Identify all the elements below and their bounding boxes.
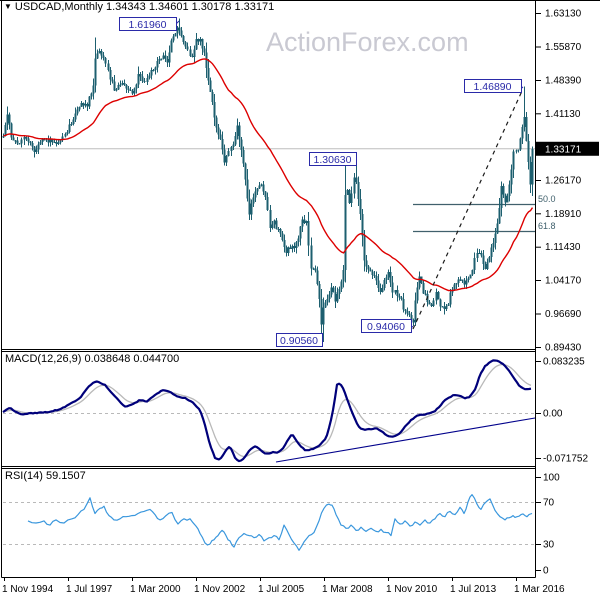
rsi-axis-label: 30 xyxy=(543,540,555,551)
watermark: ActionForex.com xyxy=(266,27,469,57)
price-label-callout[interactable] xyxy=(119,17,177,31)
projection-trendline[interactable] xyxy=(412,90,523,330)
time-axis-label: 1 Nov 2002 xyxy=(194,584,246,595)
price-axis-label: 1.41130 xyxy=(545,109,581,120)
price-axis-label: 1.04170 xyxy=(545,276,582,287)
price-axis-label: 1.26170 xyxy=(545,176,582,187)
macd-main-line xyxy=(2,359,532,463)
price-label-callout-text: 0.90560 xyxy=(280,335,318,347)
time-axis-label: 1 Jul 2013 xyxy=(450,584,497,595)
price-label-callout[interactable] xyxy=(309,152,357,166)
price-label-callout-text: 1.46890 xyxy=(474,81,512,93)
time-axis-label: 1 Nov 1994 xyxy=(2,584,54,595)
price-label-callout[interactable] xyxy=(361,319,412,333)
macd-axis-label: 0.083235 xyxy=(543,357,585,368)
rsi-axis-label: 70 xyxy=(543,498,555,509)
price-label-callout[interactable] xyxy=(276,333,323,347)
time-axis-label: 1 Nov 2010 xyxy=(386,584,438,595)
macd-axis-label: -0.071752 xyxy=(543,454,588,465)
time-axis-label: 1 Jul 2005 xyxy=(258,584,305,595)
current-price-badge xyxy=(536,141,599,156)
price-axis-label: 0.89430 xyxy=(545,343,582,354)
rsi-axis-label: 0 xyxy=(543,566,549,577)
price-label-callout-text: 1.30630 xyxy=(314,154,352,166)
macd-signal-line xyxy=(2,363,532,458)
price-axis-label: 1.11430 xyxy=(545,242,581,253)
current-price-badge-text: 1.33171 xyxy=(545,144,582,155)
candles-layer xyxy=(2,18,534,342)
price-axis-label: 0.96690 xyxy=(545,309,582,320)
fib-level-label: 50.0 xyxy=(538,194,556,204)
price-label-callout-text: 0.94060 xyxy=(367,321,405,333)
moving-average-line[interactable] xyxy=(3,58,534,292)
price-axis-label: 1.18910 xyxy=(545,209,582,220)
fib-level-label: 61.8 xyxy=(538,221,556,231)
price-axis-label: 1.48390 xyxy=(545,76,582,87)
rsi-indicator-label: RSI(14) 59.1507 xyxy=(5,470,86,482)
price-label-callout[interactable] xyxy=(464,79,522,93)
time-axis-label: 1 Mar 2008 xyxy=(322,584,373,595)
time-axis-label: 1 Jul 1997 xyxy=(66,584,113,595)
rsi-line xyxy=(27,494,533,551)
rsi-axis-label: 100 xyxy=(543,473,560,484)
price-label-callout-text: 1.61960 xyxy=(129,19,167,31)
symbol-title-bar[interactable]: ▼ USDCAD,Monthly 1.34343 1.34601 1.30178 … xyxy=(4,1,274,13)
time-axis-label: 1 Mar 2000 xyxy=(130,584,181,595)
macd-trendline[interactable] xyxy=(275,417,536,463)
price-axis-label: 1.63130 xyxy=(545,9,582,20)
symbol-ohlc-readout: USDCAD,Monthly 1.34343 1.34601 1.30178 1… xyxy=(14,1,275,13)
chevron-down-icon[interactable]: ▼ xyxy=(4,2,12,11)
time-axis-label: 1 Mar 2016 xyxy=(514,584,565,595)
macd-axis-label: 0.00 xyxy=(543,409,563,420)
macd-indicator-label: MACD(12,26,9) 0.038648 0.044700 xyxy=(5,353,180,365)
price-axis-label: 1.55870 xyxy=(545,42,582,53)
